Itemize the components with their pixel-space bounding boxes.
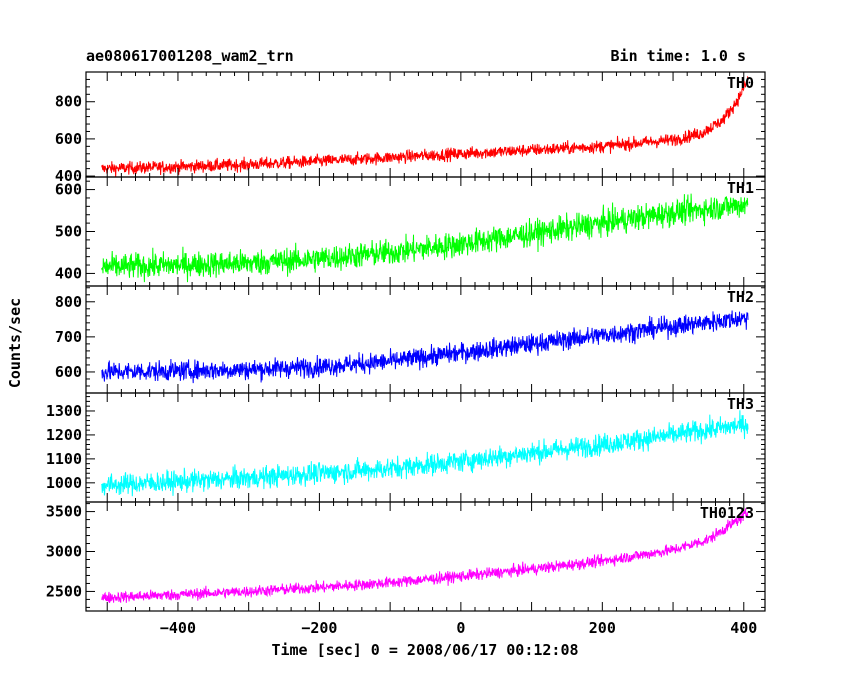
bin-time-label: Bin time: 1.0 s [611,47,746,65]
panel-frame-th0 [85,71,766,178]
series-line-th1 [101,193,749,283]
panel-label-th1: TH1 [727,179,754,197]
y-tick-label: 600 [55,181,82,199]
y-tick-label: 1300 [46,402,82,420]
panel-label-th0123: TH0123 [700,504,754,522]
y-tick-label: 700 [55,328,82,346]
x-axis-label: Time [sec] 0 = 2008/06/17 00:12:08 [271,641,578,659]
x-tick-label: −400 [160,619,196,637]
y-tick-label: 600 [55,130,82,148]
x-tick-label: 200 [589,619,616,637]
y-tick-label: 1200 [46,426,82,444]
panel-label-th0: TH0 [727,74,754,92]
x-tick-label: 400 [730,619,757,637]
panel-label-th2: TH2 [727,288,754,306]
series-line-th0 [101,75,749,177]
y-tick-label: 1100 [46,450,82,468]
y-tick-label: 400 [55,264,82,282]
y-axis-label: Counts/sec [6,298,24,388]
y-tick-label: 2500 [46,582,82,600]
panel-frame-th2 [85,285,766,394]
series-line-th3 [101,410,749,497]
x-tick-label: −200 [301,619,337,637]
y-tick-label: 3500 [46,503,82,521]
y-tick-label: 400 [55,167,82,185]
y-tick-label: 1000 [46,474,82,492]
panel-label-th3: TH3 [727,395,754,413]
x-tick-label: 0 [456,619,465,637]
y-tick-label: 800 [55,293,82,311]
series-line-th0123 [101,508,749,604]
y-tick-label: 500 [55,223,82,241]
y-tick-label: 600 [55,363,82,381]
y-tick-label: 3000 [46,543,82,561]
y-tick-label: 800 [55,93,82,111]
panel-frame-th0123 [85,501,766,612]
series-line-th2 [101,310,749,384]
chart-title: ae080617001208_wam2_trn [86,47,294,65]
